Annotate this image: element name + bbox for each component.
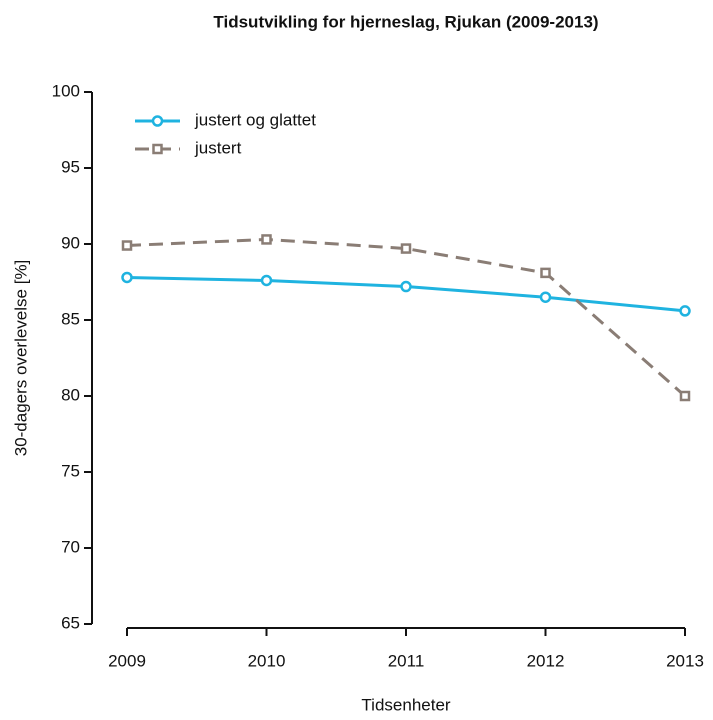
x-tick-label: 2009 (108, 651, 146, 670)
x-tick-label: 2013 (666, 651, 704, 670)
legend-marker (152, 143, 163, 155)
y-tick-label: 70 (61, 537, 80, 556)
point (539, 291, 552, 303)
x-tick-label: 2011 (388, 651, 425, 670)
point (679, 390, 691, 402)
legend-marker (151, 115, 164, 127)
series-line (126, 237, 686, 398)
point (121, 271, 133, 284)
y-tick-label: 90 (61, 233, 80, 252)
y-axis-label: 30-dagers overlevelse [%] (11, 260, 30, 457)
chart-title: Tidsutvikling for hjerneslag, Rjukan (20… (213, 12, 598, 31)
point (679, 305, 691, 317)
y-tick-label: 85 (61, 309, 80, 328)
point (400, 243, 412, 254)
y-tick-label: 100 (52, 81, 80, 100)
legend-label: justert og glattet (194, 110, 316, 129)
y-tick-label: 65 (61, 613, 80, 632)
y-tick-label: 75 (61, 461, 80, 480)
x-axis-label: Tidsenheter (361, 695, 450, 714)
point (261, 234, 272, 245)
x-tick-label: 2010 (248, 651, 286, 670)
point (400, 280, 412, 293)
y-tick-label: 80 (61, 385, 80, 404)
y-tick-label: 95 (61, 157, 80, 176)
point (121, 240, 133, 251)
point (260, 274, 273, 287)
point (540, 267, 551, 279)
x-tick-label: 2012 (527, 651, 565, 670)
legend-label: justert (194, 138, 242, 157)
